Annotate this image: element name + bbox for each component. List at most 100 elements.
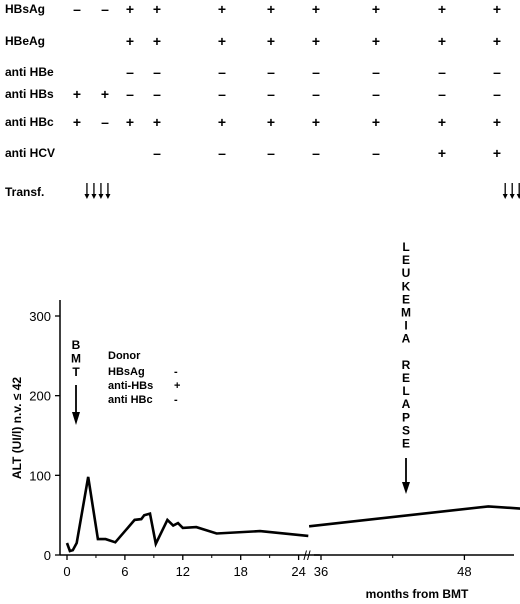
donor-marker-label: anti HBc xyxy=(108,394,153,406)
serology-mark: – xyxy=(312,86,320,102)
alt-series-line-left xyxy=(65,476,309,553)
serology-mark: – xyxy=(372,86,380,102)
relapse-letter: M xyxy=(401,306,411,320)
serology-mark: + xyxy=(312,33,320,49)
serology-mark: – xyxy=(493,64,501,80)
serology-mark: – xyxy=(153,64,161,80)
serology-mark: – xyxy=(267,64,275,80)
serology-mark: – xyxy=(126,86,134,102)
serology-mark: – xyxy=(267,86,275,102)
relapse-letter: I xyxy=(404,319,407,333)
serology-mark: – xyxy=(153,86,161,102)
bmt-letter: T xyxy=(72,365,80,379)
y-tick-label: 100 xyxy=(29,468,51,483)
transfusion-arrow-head xyxy=(84,194,90,199)
relapse-letter: E xyxy=(402,371,410,385)
relapse-arrow-head xyxy=(402,482,410,494)
serology-mark: + xyxy=(126,1,134,17)
row-label-anti-hbe: anti HBe xyxy=(5,65,54,79)
relapse-letter: L xyxy=(402,240,409,254)
y-tick-label: 200 xyxy=(29,389,51,404)
serology-mark: + xyxy=(126,114,134,130)
transfusion-arrow-head xyxy=(105,194,111,199)
serology-mark: + xyxy=(312,114,320,130)
serology-mark: + xyxy=(218,114,226,130)
serology-mark: + xyxy=(218,33,226,49)
relapse-letter: A xyxy=(402,397,411,411)
serology-mark: – xyxy=(438,64,446,80)
serology-mark: – xyxy=(218,86,226,102)
donor-marker-value: - xyxy=(174,366,178,378)
serology-mark: + xyxy=(267,33,275,49)
bmt-arrow-head xyxy=(72,412,80,425)
alt-series-line-right xyxy=(308,505,520,528)
x-tick-label: 36 xyxy=(314,564,328,579)
serology-mark: + xyxy=(73,86,81,102)
serology-mark: + xyxy=(372,1,380,17)
relapse-letter: A xyxy=(402,332,411,346)
transfusion-label: Transf. xyxy=(5,185,44,199)
x-tick-label: 6 xyxy=(121,564,128,579)
y-tick-label: 0 xyxy=(44,548,51,563)
serology-mark: – xyxy=(312,64,320,80)
serology-mark: + xyxy=(438,145,446,161)
x-tick-label: 48 xyxy=(457,564,471,579)
relapse-letter: E xyxy=(402,253,410,267)
row-label-hbeag: HBeAg xyxy=(5,34,45,48)
donor-title: Donor xyxy=(108,350,141,362)
donor-marker-value: + xyxy=(174,380,180,392)
row-label-anti-hcv: anti HCV xyxy=(5,146,55,160)
relapse-letter: S xyxy=(402,423,410,437)
transfusion-arrow-head xyxy=(98,194,104,199)
serology-mark: – xyxy=(126,64,134,80)
transfusion-arrow-head xyxy=(516,194,520,199)
serology-mark: – xyxy=(372,145,380,161)
x-tick-label: 18 xyxy=(233,564,247,579)
row-label-anti-hbc: anti HBc xyxy=(5,115,54,129)
donor-marker-label: HBsAg xyxy=(108,366,145,378)
serology-table: HBsAg – – + + + + + + + + HBeAg + + + + + + + + anti HBe – – – –… xyxy=(5,1,501,161)
axis-break-mark: // xyxy=(303,548,311,563)
y-axis-label: ALT (UI/l) n.v. ≤ 42 xyxy=(10,377,24,479)
transfusion-arrow-head xyxy=(509,194,515,199)
relapse-letter: P xyxy=(402,410,410,424)
bmt-letter: M xyxy=(71,352,81,366)
transfusion-arrow-head xyxy=(91,194,97,199)
x-axis-label: months from BMT xyxy=(366,587,469,601)
serology-mark: + xyxy=(493,1,501,17)
relapse-letter: K xyxy=(402,279,411,293)
serology-mark: + xyxy=(153,1,161,17)
transfusion-arrow-head xyxy=(502,194,508,199)
serology-mark: + xyxy=(438,1,446,17)
serology-mark: – xyxy=(101,114,109,130)
chart-series xyxy=(65,476,520,553)
row-label-anti-hbs: anti HBs xyxy=(5,87,54,101)
serology-mark: – xyxy=(372,64,380,80)
serology-mark: – xyxy=(218,64,226,80)
serology-mark: – xyxy=(153,145,161,161)
x-tick-label: 0 xyxy=(63,564,70,579)
serology-mark: + xyxy=(126,33,134,49)
serology-mark: + xyxy=(101,86,109,102)
serology-mark: + xyxy=(153,33,161,49)
transfusion-row: Transf. xyxy=(5,183,520,199)
serology-mark: + xyxy=(73,114,81,130)
serology-mark: + xyxy=(267,114,275,130)
serology-mark: + xyxy=(438,33,446,49)
serology-mark: + xyxy=(493,33,501,49)
serology-mark: – xyxy=(73,1,81,17)
serology-mark: – xyxy=(218,145,226,161)
x-tick-label: 12 xyxy=(176,564,190,579)
serology-mark: + xyxy=(493,114,501,130)
serology-mark: – xyxy=(267,145,275,161)
serology-mark: + xyxy=(267,1,275,17)
relapse-letter: U xyxy=(402,266,411,280)
relapse-letter: L xyxy=(402,384,409,398)
serology-mark: + xyxy=(218,1,226,17)
serology-mark: – xyxy=(438,86,446,102)
serology-mark: + xyxy=(372,33,380,49)
relapse-letter: E xyxy=(402,292,410,306)
donor-marker-label: anti-HBs xyxy=(108,380,153,392)
